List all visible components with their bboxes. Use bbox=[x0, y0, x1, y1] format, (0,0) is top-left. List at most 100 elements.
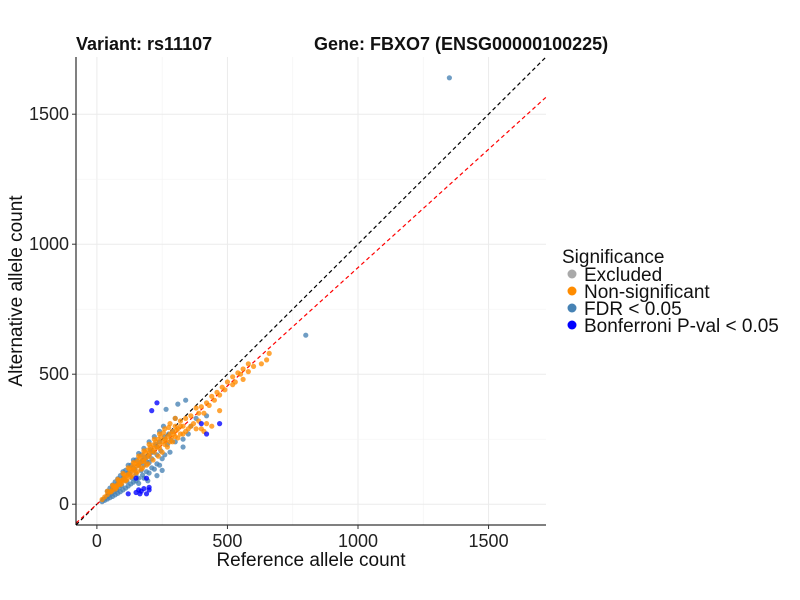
legend: Significance Excluded Non-significant FD… bbox=[562, 247, 779, 337]
point-non-significant bbox=[190, 421, 197, 427]
point-non-significant bbox=[150, 457, 156, 463]
point-fdr-0-05 bbox=[180, 436, 186, 442]
point-fdr-0-05 bbox=[180, 444, 186, 450]
point-non-significant bbox=[128, 474, 134, 480]
point-fdr-0-05 bbox=[303, 332, 309, 338]
point-non-significant bbox=[209, 423, 215, 429]
point-non-significant bbox=[146, 453, 152, 459]
point-non-significant bbox=[201, 410, 207, 416]
legend-key-fdr bbox=[567, 303, 577, 313]
point-non-significant bbox=[121, 472, 127, 478]
point-non-significant bbox=[116, 478, 122, 484]
point-non-significant bbox=[180, 431, 186, 437]
point-non-significant bbox=[123, 478, 129, 484]
point-fdr-0-05 bbox=[167, 449, 173, 455]
point-non-significant bbox=[183, 415, 189, 421]
y-tick-label: 0 bbox=[59, 494, 69, 514]
point-non-significant bbox=[156, 445, 163, 451]
y-tick-label: 1000 bbox=[29, 234, 69, 254]
point-non-significant bbox=[237, 371, 244, 377]
point-bonferroni-p-val-0-05 bbox=[133, 489, 139, 496]
point-non-significant bbox=[151, 449, 157, 455]
point-non-significant bbox=[198, 404, 204, 410]
point-fdr-0-05 bbox=[146, 470, 152, 476]
point-non-significant bbox=[168, 435, 174, 441]
y-tick-label: 500 bbox=[39, 364, 69, 384]
point-bonferroni-p-val-0-05 bbox=[133, 475, 139, 481]
point-non-significant bbox=[196, 410, 202, 416]
point-non-significant bbox=[175, 435, 181, 441]
grid bbox=[76, 57, 546, 525]
x-tick-label: 0 bbox=[92, 531, 102, 551]
point-non-significant bbox=[266, 350, 272, 356]
x-tick-label: 1000 bbox=[338, 531, 378, 551]
point-non-significant bbox=[240, 366, 246, 372]
point-fdr-0-05 bbox=[154, 473, 160, 479]
legend-label-bonferroni: Bonferroni P-val < 0.05 bbox=[584, 316, 779, 337]
point-bonferroni-p-val-0-05 bbox=[203, 431, 210, 437]
point-non-significant bbox=[177, 418, 184, 424]
point-non-significant bbox=[258, 361, 264, 367]
x-axis-title: Reference allele count bbox=[216, 550, 406, 571]
point-fdr-0-05 bbox=[151, 466, 157, 472]
point-non-significant bbox=[150, 442, 156, 448]
legend-key-excluded bbox=[567, 269, 577, 279]
point-non-significant bbox=[224, 379, 231, 385]
point-non-significant bbox=[163, 437, 169, 444]
point-fdr-0-05 bbox=[163, 406, 169, 412]
axes: 0 500 1000 1500 0 500 1000 1500 bbox=[29, 57, 546, 551]
point-non-significant bbox=[209, 393, 215, 399]
point-non-significant bbox=[143, 462, 150, 468]
point-non-significant bbox=[108, 489, 114, 495]
legend-key-bonferroni bbox=[567, 320, 577, 330]
point-non-significant bbox=[141, 458, 147, 464]
point-bonferroni-p-val-0-05 bbox=[137, 491, 143, 497]
point-non-significant bbox=[99, 496, 105, 503]
point-non-significant bbox=[117, 482, 123, 488]
point-non-significant bbox=[188, 413, 194, 419]
point-non-significant bbox=[134, 458, 140, 464]
point-fdr-0-05 bbox=[159, 467, 165, 473]
point-non-significant bbox=[232, 379, 238, 385]
point-non-significant bbox=[172, 415, 178, 421]
legend-label-excluded: Excluded bbox=[584, 265, 662, 286]
y-tick-label: 1500 bbox=[29, 104, 69, 124]
legend-title: Significance bbox=[562, 247, 664, 268]
point-fdr-0-05 bbox=[159, 456, 165, 462]
point-non-significant bbox=[193, 405, 199, 411]
point-non-significant bbox=[211, 397, 217, 403]
chart-title-gene: Gene: FBXO7 (ENSG00000100225) bbox=[314, 34, 608, 54]
point-fdr-0-05 bbox=[175, 401, 181, 407]
legend-key-non-significant bbox=[567, 286, 577, 296]
point-non-significant bbox=[155, 436, 161, 442]
point-non-significant bbox=[145, 447, 151, 453]
point-bonferroni-p-val-0-05 bbox=[143, 491, 150, 497]
y-axis-title: Alternative allele count bbox=[6, 195, 27, 387]
point-non-significant bbox=[177, 423, 184, 429]
reference-line-identity bbox=[75, 56, 547, 526]
point-non-significant bbox=[203, 421, 210, 427]
point-non-significant bbox=[129, 464, 135, 470]
point-non-significant bbox=[264, 357, 270, 363]
point-non-significant bbox=[245, 361, 251, 367]
x-tick-label: 1500 bbox=[469, 531, 509, 551]
point-non-significant bbox=[139, 452, 146, 458]
point-non-significant bbox=[193, 426, 199, 432]
point-non-significant bbox=[166, 424, 172, 431]
point-non-significant bbox=[171, 431, 177, 437]
point-non-significant bbox=[155, 453, 161, 459]
point-bonferroni-p-val-0-05 bbox=[149, 408, 155, 414]
point-non-significant bbox=[160, 430, 167, 436]
point-non-significant bbox=[159, 449, 165, 455]
chart-title-variant: Variant: rs11107 bbox=[76, 34, 212, 54]
point-non-significant bbox=[173, 427, 180, 433]
point-bonferroni-p-val-0-05 bbox=[198, 421, 204, 427]
point-non-significant bbox=[245, 369, 251, 375]
point-non-significant bbox=[104, 488, 110, 494]
point-non-significant bbox=[164, 444, 170, 450]
point-fdr-0-05 bbox=[136, 480, 142, 486]
point-non-significant bbox=[222, 387, 228, 393]
point-non-significant bbox=[240, 376, 246, 382]
point-fdr-0-05 bbox=[183, 397, 189, 403]
